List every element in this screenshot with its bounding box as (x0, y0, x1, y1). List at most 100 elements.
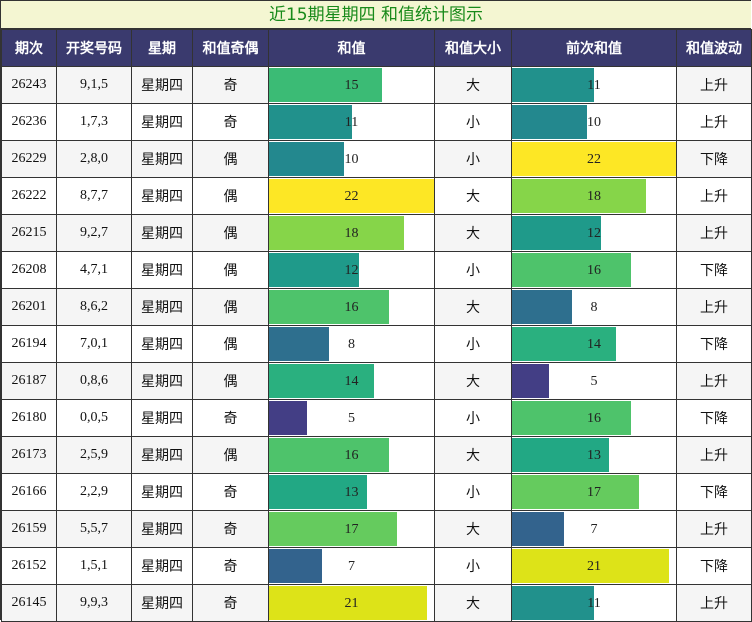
weekday-cell: 星期四 (131, 362, 193, 400)
sum-cell-label: 5 (348, 410, 355, 426)
prev-sum-cell-label: 18 (587, 188, 601, 204)
table-row: 26229 2,8,0 星期四偶 10 小 22 下降 (1, 140, 752, 178)
sum-cell-bar (269, 68, 382, 102)
sum-cell-bar (269, 142, 344, 176)
chart-title: 近15期星期四 和值统计图示 (1, 1, 751, 29)
sum-cell: 16 (268, 436, 435, 474)
sum-cell: 12 (268, 251, 435, 289)
sum-cell-bar (269, 512, 397, 546)
prev-sum-cell-label: 8 (590, 299, 598, 315)
trend-cell: 上升 (676, 362, 752, 400)
weekday-cell: 星期四 (131, 584, 193, 622)
size-cell: 大 (434, 584, 512, 622)
sum-cell: 21 (268, 584, 435, 622)
prev-sum-cell-label: 7 (590, 521, 598, 537)
header-size: 和值大小 (434, 29, 512, 67)
sum-cell-bar (269, 438, 389, 472)
prev-sum-cell: 22 (511, 140, 677, 178)
prev-sum-cell-label: 16 (587, 262, 601, 278)
prev-sum-cell-label: 17 (587, 484, 601, 500)
prev-sum-cell-label: 12 (587, 225, 601, 241)
trend-cell: 上升 (676, 177, 752, 215)
size-cell: 大 (434, 66, 512, 104)
sum-cell-label: 22 (344, 188, 359, 204)
sum-cell-label: 14 (344, 373, 359, 389)
trend-cell: 下降 (676, 473, 752, 511)
prev-sum-cell: 11 (511, 584, 677, 622)
header-weekday: 星期 (131, 29, 193, 67)
numbers-cell: 2,2,9 (56, 473, 132, 511)
sum-cell: 8 (268, 325, 435, 363)
prev-sum-cell-label: 16 (587, 410, 601, 426)
numbers-cell: 1,7,3 (56, 103, 132, 141)
prev-sum-cell: 12 (511, 214, 677, 252)
prev-sum-cell: 7 (511, 510, 677, 548)
table-row: 26187 0,8,6 星期四偶 14 大 5 上升 (1, 362, 752, 400)
sum-cell-label: 11 (344, 114, 359, 130)
sum-cell-label: 15 (344, 77, 359, 93)
numbers-cell: 8,7,7 (56, 177, 132, 215)
parity-cell: 偶 (192, 362, 269, 400)
parity-cell: 偶 (192, 177, 269, 215)
issue-cell: 26173 (1, 436, 57, 474)
table-row: 26152 1,5,1 星期四奇 7 小 21 下降 (1, 547, 752, 585)
parity-cell: 偶 (192, 288, 269, 326)
issue-cell: 26222 (1, 177, 57, 215)
prev-sum-cell-bar (512, 549, 669, 583)
trend-cell: 上升 (676, 214, 752, 252)
header-sum: 和值 (268, 29, 435, 67)
prev-sum-cell: 21 (511, 547, 677, 585)
prev-sum-cell: 13 (511, 436, 677, 474)
prev-sum-cell-bar (512, 216, 602, 250)
weekday-cell: 星期四 (131, 66, 193, 104)
parity-cell: 奇 (192, 103, 269, 141)
table-row: 26180 0,0,5 星期四奇 5 小 16 下降 (1, 399, 752, 437)
sum-cell-label: 18 (344, 225, 359, 241)
size-cell: 大 (434, 214, 512, 252)
size-cell: 小 (434, 473, 512, 511)
issue-cell: 26194 (1, 325, 57, 363)
prev-sum-cell-bar (512, 105, 587, 139)
table-row: 26201 8,6,2 星期四偶 16 大 8 上升 (1, 288, 752, 326)
table-row: 26159 5,5,7 星期四奇 17 大 7 上升 (1, 510, 752, 548)
size-cell: 小 (434, 251, 512, 289)
sum-cell-label: 17 (344, 521, 359, 537)
parity-cell: 奇 (192, 584, 269, 622)
prev-sum-cell-label: 5 (590, 373, 598, 389)
size-cell: 小 (434, 399, 512, 437)
numbers-cell: 1,5,1 (56, 547, 132, 585)
issue-cell: 26229 (1, 140, 57, 178)
size-cell: 小 (434, 103, 512, 141)
sum-cell-label: 7 (348, 558, 355, 574)
prev-sum-cell: 18 (511, 177, 677, 215)
sum-cell: 7 (268, 547, 435, 585)
numbers-cell: 9,9,3 (56, 584, 132, 622)
header-parity: 和值奇偶 (192, 29, 269, 67)
parity-cell: 偶 (192, 436, 269, 474)
issue-cell: 26159 (1, 510, 57, 548)
parity-cell: 奇 (192, 66, 269, 104)
header-row: 期次 开奖号码 星期 和值奇偶 和值 和值大小 前次和值 和值波动 (1, 29, 752, 67)
size-cell: 小 (434, 140, 512, 178)
prev-sum-cell-bar (512, 253, 632, 287)
table-row: 26236 1,7,3 星期四奇 11 小 10 上升 (1, 103, 752, 141)
sum-cell-label: 21 (344, 595, 359, 611)
prev-sum-cell: 10 (511, 103, 677, 141)
size-cell: 大 (434, 177, 512, 215)
sum-cell-label: 16 (344, 447, 359, 463)
prev-sum-cell-bar (512, 68, 594, 102)
issue-cell: 26187 (1, 362, 57, 400)
weekday-cell: 星期四 (131, 140, 193, 178)
header-numbers: 开奖号码 (56, 29, 132, 67)
prev-sum-cell-bar (512, 290, 572, 324)
sum-cell-bar (269, 253, 359, 287)
weekday-cell: 星期四 (131, 103, 193, 141)
sum-cell: 17 (268, 510, 435, 548)
sum-cell-label: 8 (348, 336, 355, 352)
sum-cell-bar (269, 364, 374, 398)
prev-sum-cell-label: 11 (587, 595, 601, 611)
size-cell: 大 (434, 362, 512, 400)
table-row: 26166 2,2,9 星期四奇 13 小 17 下降 (1, 473, 752, 511)
trend-cell: 上升 (676, 584, 752, 622)
numbers-cell: 0,8,6 (56, 362, 132, 400)
